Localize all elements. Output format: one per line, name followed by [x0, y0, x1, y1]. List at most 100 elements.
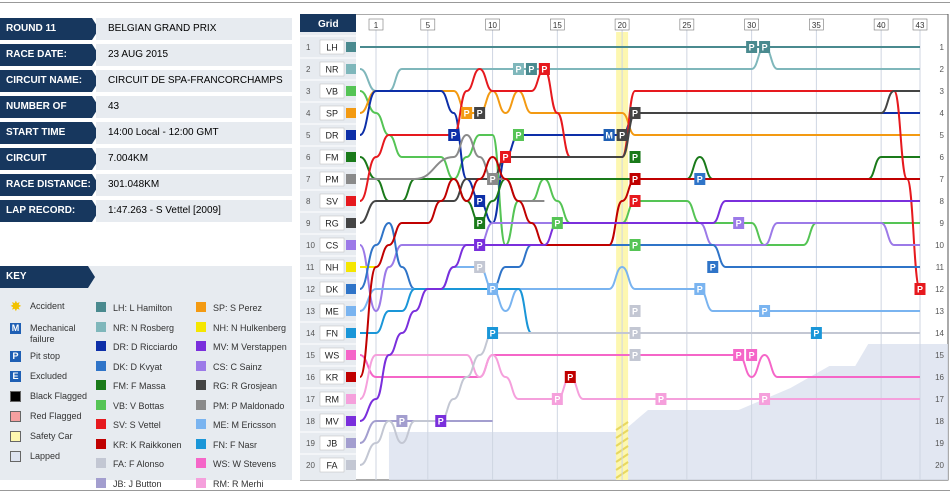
key-driver-mv: MV: M Verstappen: [196, 341, 287, 353]
lap-tick-box: [550, 18, 565, 31]
pit-stop-label: P: [399, 417, 405, 427]
position-number: 12: [306, 285, 315, 294]
pit-stop-label: P: [477, 109, 483, 119]
pit-stop-label: P: [490, 329, 496, 339]
pit-stop-marker: [525, 63, 537, 75]
key-driver-nh: NH: N Hulkenberg: [196, 321, 286, 334]
series-line-sv: [359, 68, 921, 290]
grid-driver-box: [319, 347, 345, 363]
grid-driver-code: PM: [325, 175, 339, 185]
grid-driver-code: WS: [325, 351, 340, 361]
key-accident: ✸ Accident: [10, 299, 90, 322]
pit-stop-marker: [474, 239, 486, 251]
pit-stop-marker: [629, 173, 641, 185]
pit-stop-marker: [746, 41, 758, 53]
driver-label: PM: P Maldonado: [213, 400, 285, 411]
grid-driver-box: [319, 149, 345, 165]
pit-stop-marker: [629, 107, 641, 119]
pit-stop-marker: [707, 261, 719, 273]
safety-car-icon: [10, 431, 21, 442]
info-row: NUMBER OF LAPS:43: [0, 96, 292, 134]
pit-stop-marker: [759, 393, 771, 405]
finish-position-number: 7: [940, 175, 945, 184]
info-label: ROUND 11: [0, 18, 99, 40]
pit-stop-label: P: [749, 43, 755, 53]
pit-stop-marker: [551, 393, 563, 405]
key-driver-rg: RG: R Grosjean: [196, 380, 277, 392]
driver-swatch: [96, 458, 106, 468]
series-line-rm: [359, 353, 920, 401]
grid-driver-code: NH: [326, 263, 339, 273]
position-number: 9: [306, 219, 311, 228]
key-driver-sp: SP: S Perez: [196, 302, 262, 314]
key-label: Accident: [30, 301, 65, 311]
pit-stop-label: P: [632, 329, 638, 339]
info-value: 43: [96, 96, 292, 118]
grid-driver-swatch: [346, 438, 356, 448]
lap-tick-box: [744, 18, 759, 31]
pit-stop-label: P: [490, 285, 496, 295]
driver-label: ME: M Ericsson: [213, 420, 277, 430]
finish-position-number: 9: [940, 219, 945, 228]
driver-swatch: [96, 438, 106, 449]
finish-position-number: 13: [935, 307, 944, 316]
key-mechanical: M Mechanical failure: [10, 322, 90, 344]
driver-label: SP: S Perez: [213, 303, 263, 313]
grid-driver-swatch: [346, 174, 356, 184]
position-number: 1: [306, 43, 311, 52]
lap-tick-label: 15: [553, 21, 562, 30]
info-label: CIRCUIT LENGTH:: [0, 148, 99, 186]
pit-stop-label: P: [632, 197, 638, 207]
info-label: LAP RECORD:: [0, 200, 99, 222]
key-pit: P Pit stop: [10, 350, 90, 372]
grid-driver-code: DR: [326, 131, 339, 141]
grid-driver-box: [319, 369, 345, 385]
lapped-icon: [10, 451, 21, 462]
position-number: 19: [306, 439, 315, 448]
top-rule: [0, 2, 950, 3]
position-number: 8: [306, 197, 311, 206]
bottom-rule: [0, 490, 950, 491]
grid-driver-box: [319, 105, 345, 121]
grid-driver-swatch: [346, 372, 356, 382]
lap-tick-box: [809, 18, 824, 31]
lap-tick-label: 10: [488, 21, 497, 30]
grid-driver-box: [319, 413, 345, 429]
grid-driver-swatch: [346, 284, 356, 294]
grid-driver-swatch: [346, 262, 356, 272]
mechanical-failure-marker: [603, 129, 615, 141]
pit-stop-label: P: [554, 395, 560, 405]
position-number: 2: [306, 65, 311, 74]
driver-swatch: [96, 341, 106, 351]
position-number: 6: [306, 153, 311, 162]
driver-swatch: [196, 321, 206, 332]
grid-driver-code: FN: [326, 329, 338, 339]
key-label: Excluded: [30, 371, 68, 381]
driver-swatch: [96, 321, 106, 332]
pit-icon: P: [10, 351, 21, 362]
finish-position-number: 16: [935, 373, 944, 382]
pit-stop-marker: [759, 305, 771, 317]
driver-swatch: [196, 360, 206, 371]
grid-driver-swatch: [346, 328, 356, 338]
red-flag-icon: [10, 411, 21, 422]
pit-stop-label: P: [503, 153, 509, 163]
pit-stop-label: P: [632, 109, 638, 119]
lap-tick-box: [614, 18, 630, 31]
grid-driver-code: ME: [325, 307, 339, 317]
pit-stop-marker: [694, 173, 706, 185]
key-driver-jb: JB: J Button: [96, 477, 162, 490]
grid-header-label: Grid: [318, 19, 339, 30]
key-driver-fn: FN: F Nasr: [196, 438, 257, 451]
key-driver-kr: KR: K Raikkonen: [96, 438, 182, 451]
key-safety-car: Safety Car: [10, 430, 90, 452]
position-number: 11: [306, 263, 315, 272]
driver-label: FN: F Nasr: [213, 439, 257, 450]
pit-stop-marker: [746, 349, 758, 361]
pit-stop-label: P: [515, 65, 521, 75]
pit-stop-marker: [733, 349, 745, 361]
driver-label: FA: F Alonso: [113, 459, 165, 469]
info-value: 7.004KM: [96, 148, 292, 170]
info-row: RACE DATE: 23 AUG 2015: [0, 44, 292, 66]
key-driver-rm: RM: R Merhi: [196, 477, 264, 490]
